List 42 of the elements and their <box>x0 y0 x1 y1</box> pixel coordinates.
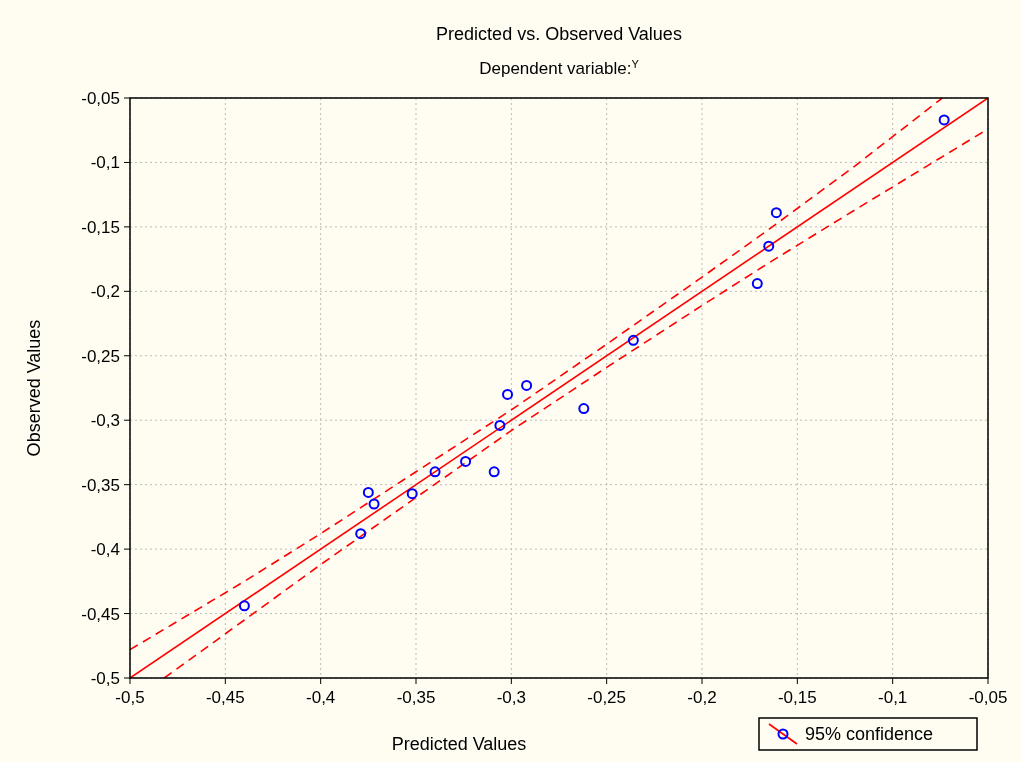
point <box>502 388 514 400</box>
y-axis-title: Observed Values <box>24 319 44 457</box>
x-tick-label: -0,05 <box>968 688 1008 707</box>
y-tick-label: -0,15 <box>81 217 120 237</box>
point <box>751 278 763 290</box>
point <box>488 466 500 478</box>
x-tick-label: -0,45 <box>205 688 245 707</box>
x-tick-label: -0,5 <box>115 688 145 707</box>
point <box>238 600 250 612</box>
x-tick-label: -0,4 <box>306 688 336 707</box>
point <box>521 379 533 391</box>
point <box>429 466 441 478</box>
point <box>368 498 380 510</box>
point <box>362 486 374 498</box>
chart-title: Predicted vs. Observed Values <box>436 24 682 44</box>
y-tick-label: -0,05 <box>81 88 120 108</box>
x-tick-label: -0,2 <box>687 688 717 707</box>
legend-label: 95% confidence <box>805 724 934 745</box>
point <box>938 114 950 126</box>
y-tick-label: -0,5 <box>90 668 120 688</box>
y-tick-label: -0,2 <box>90 282 120 302</box>
x-tick-label: -0,3 <box>496 688 526 707</box>
chart-subtitle: Dependent variable:$^{Y}$ <box>479 58 640 78</box>
y-tick-label: -0,35 <box>81 475 120 495</box>
x-tick-label: -0,35 <box>396 688 436 707</box>
x-tick-label: -0,1 <box>878 688 908 707</box>
x-tick-label: -0,25 <box>587 688 627 707</box>
y-tick-label: -0,3 <box>90 411 120 431</box>
y-tick-label: -0,45 <box>81 604 120 624</box>
y-tick-label: -0,1 <box>90 153 120 173</box>
point <box>578 403 590 415</box>
y-tick-label: -0,4 <box>90 540 120 560</box>
point <box>355 528 367 540</box>
point <box>406 488 418 500</box>
point <box>763 240 775 252</box>
x-tick-label: -0,15 <box>777 688 817 707</box>
point <box>494 419 506 431</box>
point <box>627 334 639 346</box>
point <box>770 207 782 219</box>
point <box>460 455 472 467</box>
y-tick-label: -0,25 <box>81 346 120 366</box>
x-axis-title: Predicted Values <box>391 734 527 754</box>
